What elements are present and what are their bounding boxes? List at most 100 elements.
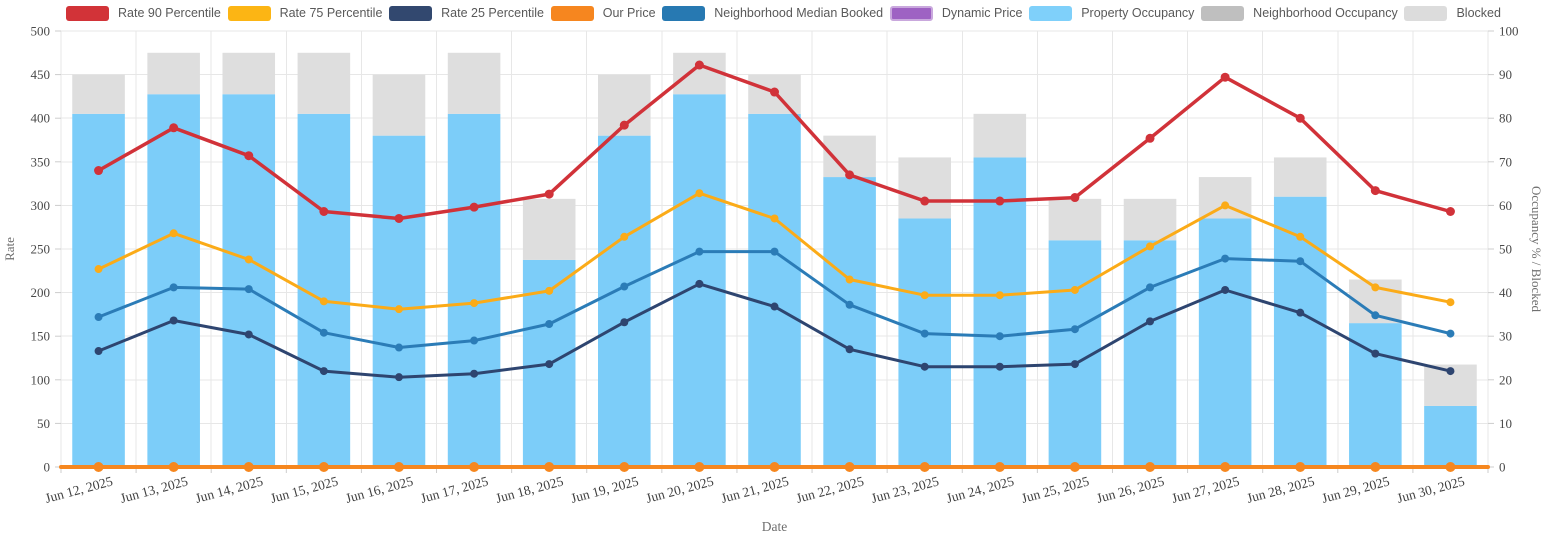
data-point-rate-75-percentile (1146, 242, 1155, 251)
data-point-our-price (243, 462, 254, 472)
svg-text:0: 0 (1499, 460, 1506, 475)
bar-property-occupancy (147, 94, 200, 467)
legend-swatch-blocked (1404, 6, 1448, 21)
svg-text:Jun 15, 2025: Jun 15, 2025 (269, 473, 340, 506)
bar-blocked (673, 52, 726, 95)
bar-blocked (1048, 198, 1102, 241)
data-point-rate-90-percentile (544, 189, 554, 199)
legend-label: Dynamic Price (941, 6, 1023, 21)
data-point-rate-75-percentile (545, 286, 554, 295)
svg-text:450: 450 (31, 67, 51, 82)
data-point-rate-25-percentile (770, 302, 779, 311)
bar-blocked (147, 52, 200, 95)
legend-item-rate-25-percentile[interactable]: Rate 25 Percentile (389, 6, 544, 21)
data-point-rate-75-percentile (620, 232, 629, 241)
bar-blocked (372, 74, 426, 136)
svg-text:Date: Date (762, 519, 787, 534)
legend-label: Property Occupancy (1081, 6, 1195, 21)
series-rate-25-percentile (94, 279, 1455, 382)
data-point-rate-25-percentile (1221, 285, 1230, 294)
svg-text:Jun 23, 2025: Jun 23, 2025 (870, 473, 941, 506)
data-point-neighborhood-median-booked (1221, 254, 1230, 263)
legend-label: Rate 90 Percentile (118, 6, 221, 21)
legend-swatch-rate-90-percentile (66, 6, 109, 21)
data-point-neighborhood-median-booked (94, 313, 103, 322)
svg-text:50: 50 (37, 416, 50, 431)
legend-item-dynamic-price[interactable]: Dynamic Price (889, 6, 1023, 21)
data-point-neighborhood-median-booked (470, 336, 479, 345)
bar-blocked (447, 52, 501, 114)
svg-text:0: 0 (44, 460, 51, 475)
legend-item-rate-90-percentile[interactable]: Rate 90 Percentile (66, 6, 221, 21)
legend-swatch-neighborhood-median-booked (662, 6, 706, 21)
data-point-neighborhood-median-booked (1146, 283, 1155, 292)
svg-text:10: 10 (1499, 416, 1512, 431)
svg-text:Jun 20, 2025: Jun 20, 2025 (644, 473, 715, 506)
x-axis: Jun 12, 2025 Jun 13, 2025 Jun 14, 2025 Jun … (43, 467, 1489, 534)
bar-blocked (1123, 198, 1177, 241)
data-point-rate-25-percentile (169, 316, 178, 325)
svg-text:Jun 13, 2025: Jun 13, 2025 (119, 473, 190, 506)
data-point-rate-90-percentile (469, 202, 479, 212)
data-point-neighborhood-median-booked (545, 319, 554, 328)
data-point-rate-75-percentile (1371, 283, 1380, 292)
data-point-neighborhood-median-booked (1070, 325, 1079, 334)
data-point-our-price (919, 462, 930, 472)
data-point-neighborhood-median-booked (620, 282, 629, 291)
data-point-rate-90-percentile (1145, 133, 1155, 143)
bar-blocked (522, 198, 576, 260)
legend-item-property-occupancy[interactable]: Property Occupancy (1029, 6, 1194, 21)
data-point-neighborhood-median-booked (1371, 311, 1380, 320)
data-point-our-price (694, 462, 705, 472)
data-point-neighborhood-median-booked (770, 247, 779, 256)
legend-item-neighborhood-occupancy[interactable]: Neighborhood Occupancy (1201, 6, 1398, 21)
data-point-rate-75-percentile (845, 275, 854, 284)
data-point-our-price (769, 462, 780, 472)
data-point-our-price (544, 462, 555, 472)
legend-label: Our Price (602, 6, 656, 21)
data-point-rate-25-percentile (620, 318, 629, 327)
svg-text:400: 400 (31, 111, 51, 126)
data-point-rate-90-percentile (845, 170, 855, 180)
svg-text:Jun 18, 2025: Jun 18, 2025 (494, 473, 565, 506)
legend-item-our-price[interactable]: Our Price (550, 6, 656, 21)
legend-swatch-dynamic-price (889, 6, 933, 21)
data-point-rate-75-percentile (770, 214, 779, 223)
data-point-our-price (469, 462, 480, 472)
series-neighborhood-median-booked (94, 247, 1455, 352)
data-point-our-price (318, 462, 329, 472)
data-point-rate-25-percentile (1446, 367, 1455, 376)
svg-text:250: 250 (31, 242, 51, 257)
data-point-rate-25-percentile (1070, 360, 1079, 369)
svg-text:20: 20 (1499, 372, 1512, 387)
data-point-our-price (844, 462, 855, 472)
svg-text:100: 100 (1499, 24, 1519, 39)
legend-item-blocked[interactable]: Blocked (1404, 6, 1501, 21)
data-point-rate-90-percentile (1370, 186, 1380, 196)
data-point-rate-25-percentile (319, 367, 328, 376)
data-point-rate-25-percentile (94, 347, 103, 356)
svg-text:200: 200 (31, 285, 51, 300)
svg-text:Jun 12, 2025: Jun 12, 2025 (43, 473, 114, 506)
data-point-our-price (393, 462, 404, 472)
data-point-rate-90-percentile (1295, 113, 1305, 123)
data-point-neighborhood-median-booked (244, 285, 253, 294)
legend-item-neighborhood-median-booked[interactable]: Neighborhood Median Booked (662, 6, 883, 21)
bar-property-occupancy (1123, 240, 1177, 467)
svg-text:80: 80 (1499, 111, 1512, 126)
svg-text:Jun 21, 2025: Jun 21, 2025 (719, 473, 790, 506)
data-point-rate-90-percentile (394, 213, 404, 223)
bar-property-occupancy (1424, 405, 1477, 467)
data-point-our-price (1370, 462, 1381, 472)
legend-label: Rate 75 Percentile (279, 6, 383, 21)
data-point-rate-90-percentile (619, 120, 629, 130)
data-point-neighborhood-median-booked (1296, 257, 1305, 266)
bar-blocked (898, 157, 951, 219)
svg-text:Jun 26, 2025: Jun 26, 2025 (1095, 473, 1166, 506)
data-point-rate-75-percentile (470, 299, 479, 308)
svg-text:Jun 16, 2025: Jun 16, 2025 (344, 473, 415, 506)
data-point-rate-75-percentile (94, 265, 103, 274)
legend-item-rate-75-percentile[interactable]: Rate 75 Percentile (227, 6, 383, 21)
svg-text:Occupancy % / Blocked: Occupancy % / Blocked (1529, 186, 1544, 312)
